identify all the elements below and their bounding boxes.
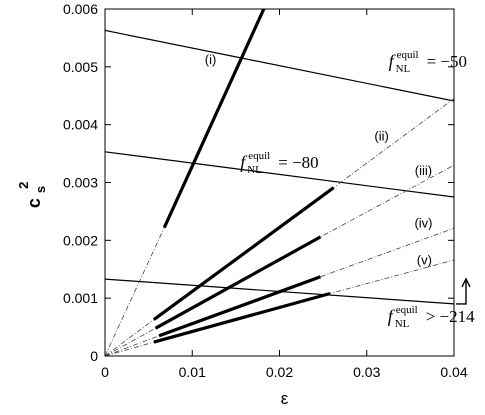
fnl-superscript: equil: [248, 150, 270, 162]
fnl-symbol: f: [389, 51, 397, 71]
fnl-label-2: f NL equil = −80: [240, 150, 318, 176]
y-tick-label: 0: [90, 348, 98, 364]
arrow-shaft: [456, 280, 467, 305]
trajectory-label: (iv): [414, 216, 432, 231]
y-tick-label: 0.002: [63, 232, 98, 248]
constraint-line-2: [105, 151, 454, 198]
y-axis-label-sub: s: [33, 186, 48, 193]
y-tick-label: 0.006: [63, 1, 98, 17]
trajectory-label: (iii): [415, 163, 432, 178]
x-tick-label: 0: [101, 364, 109, 380]
fnl-superscript: equil: [397, 49, 419, 61]
fnl-relation: = −80: [278, 153, 318, 172]
fnl-symbol: f: [388, 306, 396, 326]
constraint-line-1: [105, 29, 454, 102]
y-tick-label: 0.001: [63, 290, 98, 306]
arrow-head: [461, 277, 471, 288]
fnl-label-3: f NL equil > −214: [388, 304, 475, 330]
trajectory-label: (v): [417, 253, 432, 268]
x-tick-label: 0.03: [353, 364, 380, 380]
arrow-annotation: [456, 277, 471, 305]
trajectory-solid-4: [158, 275, 322, 338]
ticks-layer: 0 0.01 0.02 0.03 0.04 0 0.001 0.002 0.003 0.004 0.…: [63, 1, 468, 380]
trajectory-label: (i): [205, 52, 217, 67]
y-axis-label-base: c: [24, 198, 44, 208]
trajectory-label: (ii): [374, 128, 388, 143]
fnl-subscript: NL: [395, 318, 410, 330]
trajectory-solid-2: [152, 186, 335, 321]
fnl-symbol: f: [240, 152, 248, 172]
x-tick-label: 0.01: [179, 364, 206, 380]
y-tick-label: 0.005: [63, 59, 98, 75]
fnl-relation: = −50: [427, 52, 467, 71]
trajectory-solid-3: [154, 235, 322, 330]
trajectory-solid-1: [162, 9, 266, 229]
x-tick-label: 0.04: [440, 364, 467, 380]
fnl-subscript: NL: [247, 164, 262, 176]
y-axis-label: c s 2: [16, 181, 49, 208]
y-tick-label: 0.003: [63, 175, 98, 191]
fnl-superscript: equil: [396, 304, 418, 316]
x-axis-label: ε: [281, 389, 289, 408]
fnl-relation: > −214: [426, 307, 475, 326]
trajectory-solid-5: [153, 291, 331, 344]
x-tick-label: 0.02: [266, 364, 293, 380]
y-tick-label: 0.004: [63, 117, 98, 133]
lines-layer: [105, 9, 454, 356]
fnl-label-1: f NL equil = −50: [389, 49, 467, 75]
fnl-subscript: NL: [396, 63, 411, 75]
y-axis-label-sup: 2: [16, 182, 31, 189]
trajectory-dashed-1: [105, 227, 165, 356]
